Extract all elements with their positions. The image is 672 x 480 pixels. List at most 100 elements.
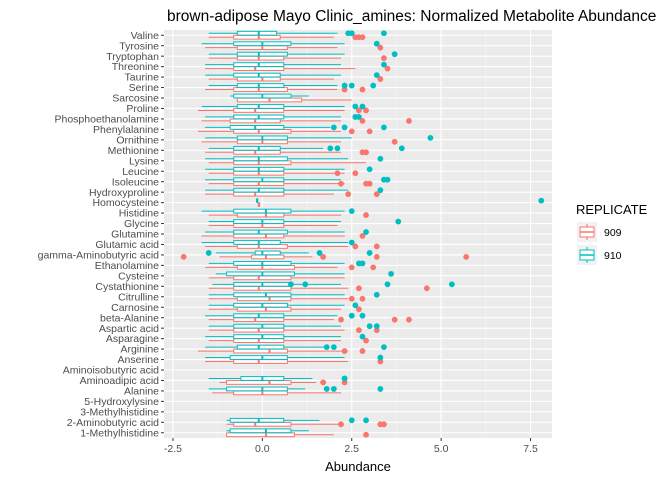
outlier-point: [352, 103, 359, 110]
y-tick-label: Proline: [126, 103, 159, 115]
box: [233, 292, 292, 298]
y-tick-label: Hydroxyproline: [89, 187, 159, 199]
box: [233, 390, 288, 396]
y-tick-label: Homocysteine: [92, 197, 159, 209]
outlier-point: [381, 61, 387, 68]
outlier-point: [538, 197, 545, 204]
outlier-point: [363, 417, 369, 424]
box: [236, 296, 292, 302]
outlier-point: [359, 103, 366, 110]
box: [236, 212, 285, 218]
y-tick-label: beta-Alanine: [100, 312, 159, 324]
outlier-point: [348, 312, 355, 319]
box: [229, 125, 285, 130]
box: [236, 104, 285, 109]
outlier-point: [377, 354, 384, 361]
outlier-point: [359, 118, 366, 124]
outlier-point: [359, 312, 366, 319]
y-tick-label: Glycine: [124, 218, 159, 230]
x-tick-label: 7.5: [523, 443, 538, 455]
outlier-point: [341, 82, 348, 89]
y-tick-label: Aminoadipic acid: [80, 375, 160, 387]
outlier-point: [359, 86, 366, 93]
outlier-point: [373, 191, 380, 198]
outlier-point: [288, 281, 294, 288]
outlier-point: [348, 417, 355, 424]
outlier-point: [463, 254, 470, 260]
outlier-point: [406, 316, 412, 323]
outlier-point: [345, 30, 352, 37]
outlier-point: [341, 375, 348, 382]
outlier-point: [316, 250, 323, 256]
outlier-point: [341, 124, 348, 131]
outlier-point: [395, 218, 402, 225]
box: [236, 244, 288, 249]
y-tick-label: Ethanolamine: [95, 260, 159, 272]
box: [236, 76, 281, 82]
box: [236, 51, 288, 57]
outlier-point: [348, 295, 355, 302]
y-axis: ValineTyrosineTryptophanThreonineTaurine…: [38, 30, 164, 439]
box: [236, 83, 285, 88]
y-tick-label: Tyrosine: [119, 40, 159, 52]
outlier-point: [348, 264, 355, 271]
box: [254, 250, 281, 256]
y-tick-label: 3-Methylhistidine: [80, 406, 159, 418]
outlier-point: [363, 431, 369, 438]
outlier-point: [359, 333, 366, 340]
outlier-point: [355, 285, 362, 292]
outlier-point: [352, 170, 359, 177]
outlier-point: [366, 128, 373, 135]
outlier-point: [377, 358, 384, 365]
outlier-point: [370, 264, 377, 271]
box: [233, 160, 292, 166]
outlier-point: [359, 348, 366, 354]
series-910: [201, 30, 545, 434]
outlier-point: [330, 386, 337, 392]
outlier-point: [366, 250, 373, 256]
outlier-point: [323, 344, 330, 350]
outlier-point: [359, 295, 366, 302]
outlier-point: [381, 30, 387, 37]
outlier-point: [327, 145, 334, 152]
outlier-point: [391, 51, 398, 58]
box: [233, 191, 285, 197]
y-tick-label: Glutamic acid: [95, 239, 159, 251]
outlier-point: [366, 323, 373, 330]
outlier-point: [384, 281, 391, 288]
outlier-point: [363, 107, 369, 114]
outlier-point: [398, 145, 405, 152]
box: [236, 306, 292, 312]
box: [233, 334, 285, 340]
box: [233, 359, 288, 364]
outlier-point: [348, 82, 355, 89]
y-tick-label: Aminoisobutyric acid: [63, 365, 159, 377]
legend-label-910: 910: [604, 250, 622, 262]
outlier-point: [423, 285, 430, 292]
outlier-point: [370, 82, 377, 89]
box: [233, 66, 285, 71]
x-tick-label: 2.5: [344, 443, 359, 455]
outlier-point: [373, 327, 380, 334]
outlier-point: [406, 118, 412, 124]
y-tick-label: Aspartic acid: [99, 323, 159, 335]
legend-title: REPLICATE: [576, 202, 648, 217]
box: [229, 355, 288, 360]
y-tick-label: Asparagine: [106, 333, 159, 345]
y-tick-label: Histidine: [119, 208, 159, 220]
box: [229, 417, 285, 423]
outlier-point: [384, 176, 391, 183]
x-axis: -2.5 0.0 2.5 5.0 7.5: [164, 438, 538, 455]
box: [226, 386, 288, 392]
outlier-point: [338, 180, 344, 187]
boxplot-series: [180, 30, 545, 438]
box: [226, 432, 296, 438]
y-tick-label: Citrulline: [118, 291, 159, 303]
outlier-point: [377, 386, 384, 392]
legend: REPLICATE 909 910: [576, 202, 648, 265]
y-tick-label: gamma-Aminobutyric acid: [38, 250, 160, 262]
x-tick-label: 0.0: [255, 443, 270, 455]
y-tick-label: 2-Aminobutyric acid: [67, 417, 159, 429]
outlier-point: [427, 134, 434, 141]
